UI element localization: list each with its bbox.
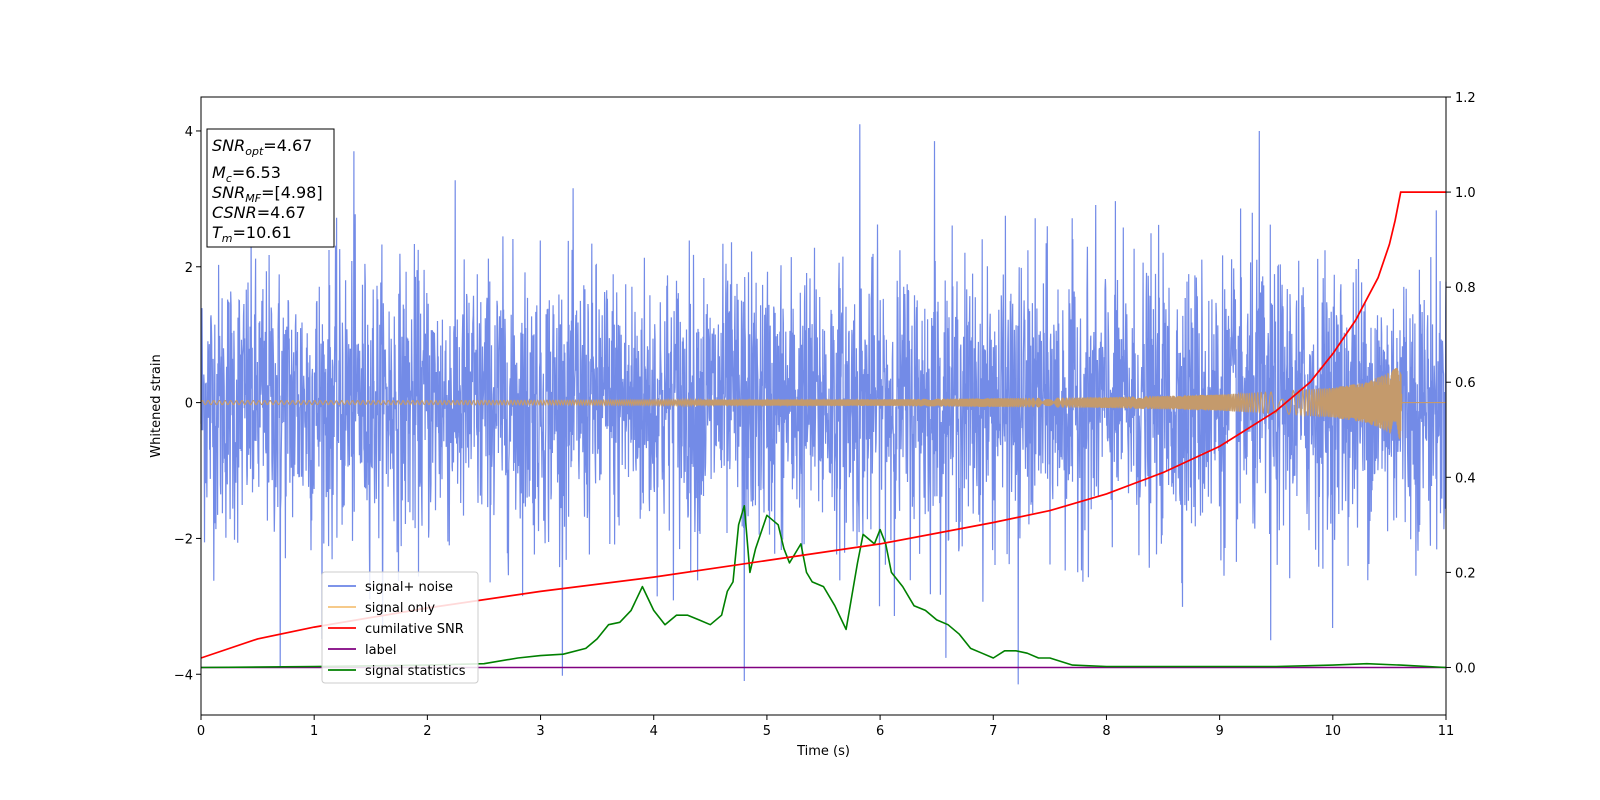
x-tick-label: 1 [310, 724, 318, 739]
x-tick-label: 2 [423, 724, 431, 739]
legend-label: signal+ noise [365, 580, 453, 595]
info-tm: Tm=10.61 [212, 223, 292, 245]
series-signal-noise [200, 124, 1447, 685]
y-left-tick-label: 4 [185, 125, 193, 140]
series-signal-statistics [200, 504, 1447, 669]
y-right-tick-label: 1.0 [1455, 186, 1476, 201]
y-right-tick-label: 0.8 [1455, 281, 1476, 296]
y-left-tick-label: 2 [185, 261, 193, 276]
y-axis-label: Whitened strain [149, 354, 164, 457]
y-right-tick-label: 0.2 [1455, 566, 1476, 581]
x-tick-label: 11 [1438, 724, 1455, 739]
info-mc: Mc=6.53 [212, 163, 281, 185]
legend-label: label [365, 643, 396, 658]
x-tick-label: 9 [1215, 724, 1223, 739]
legend-label: cumilative SNR [365, 622, 464, 637]
x-tick-label: 10 [1325, 724, 1342, 739]
x-tick-label: 0 [197, 724, 205, 739]
legend-label: signal only [365, 601, 435, 616]
y-axis-left-ticks: −4 −2 0 2 4 [174, 125, 201, 683]
x-axis-label: Time (s) [796, 744, 850, 759]
x-axis-ticks: 0 1 2 3 4 5 6 7 8 9 10 11 [197, 715, 1454, 739]
info-snr-mf: SNRMF=[4.98] [212, 183, 323, 205]
y-left-tick-label: 0 [185, 397, 193, 412]
x-tick-label: 3 [536, 724, 544, 739]
info-box: SNRopt=4.67 Mc=6.53 SNRMF=[4.98] CSNR=4.… [206, 128, 335, 248]
x-tick-label: 7 [989, 724, 997, 739]
y-left-tick-label: −2 [174, 532, 193, 547]
x-tick-label: 6 [876, 724, 884, 739]
plot-frame [200, 96, 1447, 716]
signal-statistics-line [200, 504, 1447, 669]
x-tick-label: 8 [1102, 724, 1110, 739]
series-cumulative-snr [200, 191, 1446, 659]
info-csnr: CSNR=4.67 [212, 203, 306, 222]
series-signal-only [200, 367, 1446, 440]
cumulative-snr-line [200, 191, 1446, 659]
y-left-tick-label: −4 [174, 668, 193, 683]
legend: signal+ noise signal only cumilative SNR la… [321, 571, 479, 684]
signal-noise-line [200, 124, 1447, 685]
y-right-tick-label: 0.6 [1455, 376, 1476, 391]
legend-label: signal statistics [365, 664, 466, 679]
signal-only-line [200, 367, 1446, 440]
info-box-frame [206, 128, 335, 248]
legend-frame [321, 571, 479, 684]
info-snr-opt: SNRopt=4.67 [212, 136, 312, 158]
x-tick-label: 4 [650, 724, 658, 739]
y-right-tick-label: 0.4 [1455, 471, 1476, 486]
y-right-tick-label: 1.2 [1455, 91, 1476, 106]
x-tick-label: 5 [763, 724, 771, 739]
y-axis-right-ticks: 0.0 0.2 0.4 0.6 0.8 1.0 1.2 [1446, 91, 1476, 676]
y-right-tick-label: 0.0 [1455, 661, 1476, 676]
